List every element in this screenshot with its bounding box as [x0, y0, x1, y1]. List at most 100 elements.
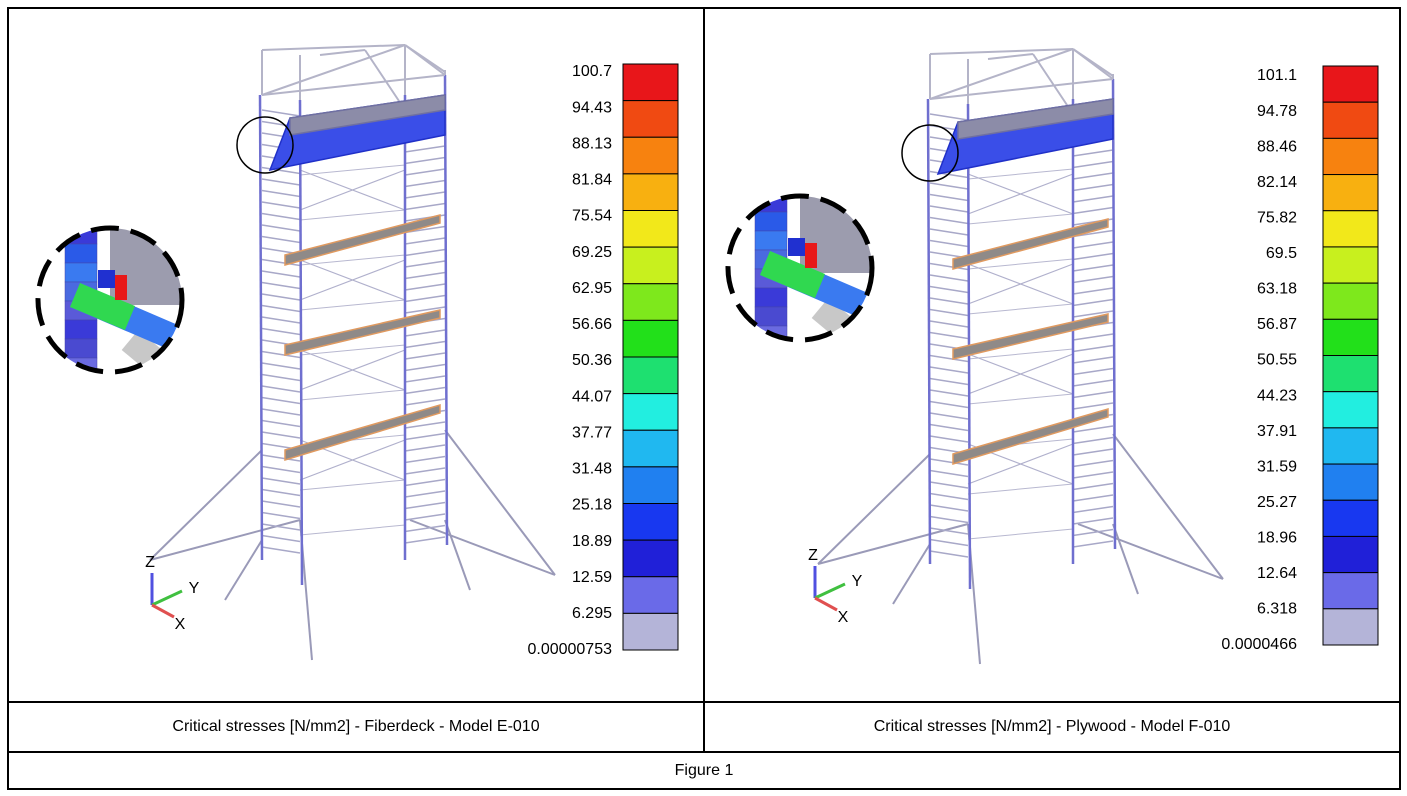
rung	[929, 331, 969, 340]
rung	[404, 398, 446, 406]
rung	[261, 316, 301, 324]
rung	[261, 431, 301, 439]
legend-swatch	[622, 100, 679, 138]
legend-label: 18.96	[1257, 530, 1297, 547]
brace	[967, 263, 1074, 305]
rung	[929, 423, 969, 432]
rung	[404, 179, 446, 188]
brace	[299, 344, 406, 356]
rung	[404, 513, 446, 521]
platform	[952, 408, 1109, 466]
inset-column	[754, 211, 788, 232]
rung	[261, 534, 301, 543]
rung	[929, 297, 969, 305]
rung	[929, 377, 969, 386]
rung	[404, 490, 446, 498]
rung	[404, 225, 446, 234]
panel: Z Y X 100.7 94.43 88.13 81.84 75.54 69.25 62.95 56…	[35, 44, 679, 661]
axis-arrow	[151, 589, 183, 607]
rung	[261, 293, 301, 301]
brace	[967, 348, 1074, 360]
guard-rail	[929, 48, 1074, 55]
rung	[1072, 264, 1114, 272]
rung	[929, 504, 969, 512]
rung	[261, 212, 301, 221]
legend-label: 25.27	[1257, 494, 1297, 511]
rung	[261, 465, 301, 474]
legend-label: 75.82	[1257, 209, 1297, 226]
axis-arrow	[151, 603, 175, 619]
rung	[261, 235, 301, 244]
rung	[1072, 333, 1114, 341]
platform	[952, 313, 1109, 360]
legend-label: 101.1	[1257, 67, 1297, 84]
axis-arrow	[814, 582, 846, 600]
platform	[284, 404, 441, 462]
legend-swatch	[1322, 535, 1379, 574]
rung	[929, 538, 969, 547]
rung	[404, 421, 446, 429]
legend-swatch	[622, 503, 679, 541]
zoom-ring	[35, 225, 185, 375]
rung	[1072, 379, 1114, 387]
legend-label: 12.59	[572, 569, 612, 586]
rung	[1072, 390, 1114, 399]
legend-label: 56.66	[572, 316, 612, 333]
legend-label: 75.54	[572, 208, 612, 225]
outrigger	[892, 543, 931, 605]
legend-label: 94.43	[572, 99, 612, 116]
rung	[929, 354, 969, 363]
rung	[261, 546, 301, 554]
rung	[929, 527, 969, 535]
rung	[929, 366, 969, 374]
outrigger	[1077, 523, 1224, 580]
rung	[1072, 471, 1114, 479]
platform	[284, 214, 441, 266]
legend-label: 31.48	[572, 461, 612, 478]
detail-marker	[236, 116, 294, 174]
legend-label: 69.25	[572, 244, 612, 261]
brace	[299, 524, 406, 536]
rung	[404, 294, 446, 303]
rung	[261, 500, 301, 508]
guard-rail	[929, 78, 1114, 100]
rung	[929, 216, 969, 225]
rung	[261, 270, 301, 278]
rung	[929, 113, 969, 121]
rung	[1072, 183, 1114, 192]
rung	[404, 306, 446, 314]
brace	[967, 303, 1074, 315]
rung	[929, 481, 969, 489]
legend-swatch	[1322, 101, 1379, 139]
rung	[261, 304, 301, 313]
rung	[1072, 402, 1114, 410]
legend-swatch	[1322, 427, 1379, 465]
rung	[261, 385, 301, 393]
rung	[261, 178, 301, 186]
rung	[261, 523, 301, 531]
rung	[261, 362, 301, 370]
legend-swatch	[622, 393, 679, 431]
rung	[261, 327, 301, 336]
panel-caption: Critical stresses [N/mm2] - Fiberdeck - …	[172, 718, 539, 735]
legend-swatch	[622, 63, 679, 102]
inset-column	[754, 230, 788, 251]
legend-swatch	[1322, 608, 1379, 646]
inset-hotspot	[98, 270, 115, 288]
rung	[404, 536, 446, 544]
column	[926, 98, 932, 565]
legend-label: 82.14	[1257, 174, 1297, 191]
axis-label: Z	[808, 547, 818, 564]
rung	[404, 455, 446, 464]
axis-arrow	[814, 596, 838, 612]
inset-column	[64, 338, 98, 359]
rung	[404, 202, 446, 211]
legend-label: 81.84	[572, 172, 612, 189]
legend-label: 0.0000466	[1221, 636, 1297, 653]
panel: Z Y X 101.1 94.78 88.46 82.14 75.82 69.5 63.18 56.…	[725, 48, 1379, 665]
rung	[404, 340, 446, 349]
rung	[261, 373, 301, 382]
legend-swatch	[622, 173, 679, 211]
legend-swatch	[1322, 246, 1379, 284]
